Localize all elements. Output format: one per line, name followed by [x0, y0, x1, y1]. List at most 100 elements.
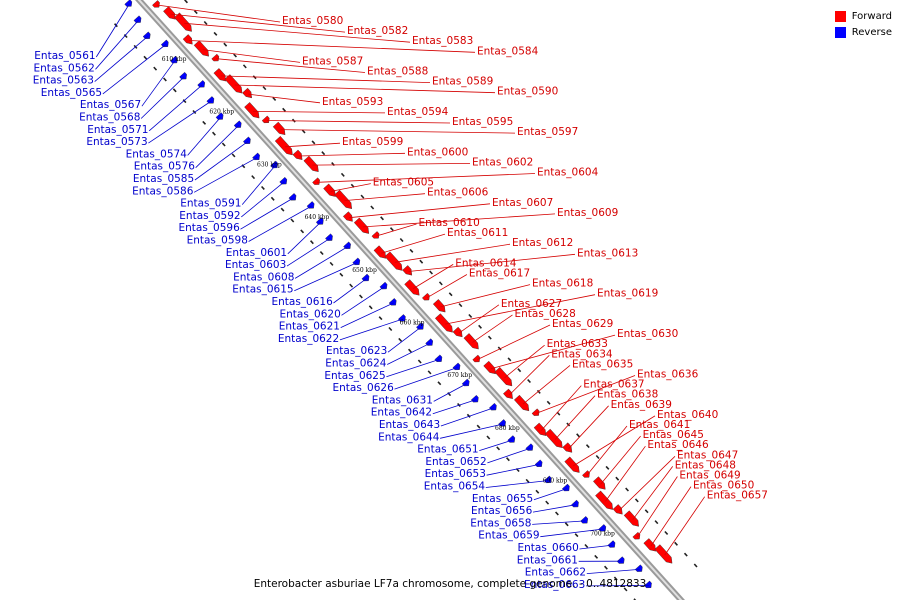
- reverse-leader-line: [140, 76, 185, 119]
- ruler-mark: [123, 34, 128, 39]
- forward-leader-line: [509, 355, 550, 396]
- ruler-mark: [574, 533, 579, 538]
- reverse-leader-line: [95, 3, 130, 58]
- forward-leader-line: [298, 152, 406, 157]
- forward-gene-feature: [303, 155, 319, 173]
- ruler-mark: [634, 498, 639, 503]
- ruler-mark: [272, 96, 277, 101]
- reverse-leader-line: [532, 520, 586, 525]
- forward-gene-label: Entas_0600: [407, 146, 468, 158]
- reverse-leader-line: [148, 100, 212, 144]
- ruler-mark: [282, 107, 286, 112]
- forward-gene-label: Entas_0588: [367, 66, 428, 78]
- forward-leader-line: [253, 111, 386, 114]
- reverse-gene-label: Entas_0615: [232, 284, 293, 296]
- reverse-gene-feature: [306, 201, 315, 209]
- reverse-gene-label: Entas_0567: [80, 99, 141, 111]
- reverse-gene-label: Entas_0601: [226, 247, 287, 259]
- forward-gene-feature: [654, 544, 673, 564]
- reverse-leader-line: [187, 116, 221, 156]
- forward-gene-feature: [595, 490, 614, 510]
- ruler-mark: [408, 348, 412, 353]
- ruler-mark: [349, 283, 354, 288]
- ruler-mark: [261, 185, 265, 190]
- ruler-mark: [270, 196, 275, 201]
- forward-leader-line: [618, 456, 676, 511]
- forward-gene-feature: [422, 292, 430, 301]
- forward-gene-feature: [193, 40, 209, 57]
- reverse-gene-feature: [644, 580, 652, 589]
- ruler-mark: [233, 53, 237, 58]
- forward-gene-feature: [463, 333, 479, 350]
- reverse-gene-label: Entas_0624: [325, 358, 387, 370]
- reverse-gene-feature: [288, 193, 297, 201]
- reverse-gene-feature: [179, 71, 187, 80]
- reverse-gene-label: Entas_0622: [278, 333, 339, 345]
- reverse-leader-line: [586, 568, 640, 574]
- forward-gene-feature: [373, 245, 387, 259]
- forward-gene-feature: [513, 394, 530, 412]
- reverse-gene-feature: [252, 152, 260, 161]
- forward-gene-label: Entas_0647: [677, 449, 738, 461]
- reverse-leader-line: [532, 504, 577, 513]
- forward-gene-label: Entas_0614: [455, 257, 517, 269]
- reverse-leader-line: [195, 125, 239, 168]
- ruler-mark: [398, 337, 403, 342]
- forward-gene-label: Entas_0609: [557, 207, 618, 219]
- tick-label: 630 kbp: [257, 161, 282, 168]
- ruler-mark: [595, 454, 600, 460]
- reverse-gene-label: Entas_0655: [472, 493, 533, 505]
- ruler-mark: [546, 400, 551, 405]
- reverse-leader-line: [579, 544, 613, 550]
- forward-gene-label: Entas_0593: [322, 96, 383, 108]
- reverse-leader-line: [432, 399, 476, 415]
- reverse-gene-label: Entas_0571: [87, 124, 148, 136]
- reverse-gene-feature: [142, 31, 151, 39]
- reverse-swatch: [834, 26, 846, 38]
- forward-leader-line: [472, 314, 513, 343]
- forward-leader-line: [440, 284, 531, 308]
- legend-label-forward: Forward: [851, 10, 892, 22]
- forward-leader-line: [184, 22, 411, 43]
- ruler-mark: [360, 194, 365, 199]
- ruler-mark: [604, 565, 608, 570]
- forward-gene-feature: [213, 68, 227, 82]
- reverse-gene-feature: [315, 217, 324, 225]
- ruler-mark: [545, 500, 550, 505]
- reverse-gene-label: Entas_0616: [272, 296, 334, 308]
- forward-gene-label: Entas_0645: [643, 429, 704, 441]
- forward-leader-line: [216, 58, 366, 73]
- reverse-gene-feature: [279, 176, 288, 185]
- forward-gene-feature: [323, 183, 336, 197]
- forward-gene-label: Entas_0617: [469, 268, 530, 280]
- forward-gene-feature: [353, 217, 370, 234]
- reverse-gene-label: Entas_0568: [79, 112, 140, 124]
- reverse-gene-feature: [197, 80, 206, 88]
- forward-leader-line: [394, 243, 511, 263]
- forward-leader-line: [317, 173, 536, 183]
- ruler-mark: [300, 229, 305, 234]
- reverse-gene-label: Entas_0659: [478, 530, 539, 542]
- reverse-leader-line: [141, 60, 176, 107]
- ruler-mark: [212, 131, 216, 136]
- ruler-mark: [517, 368, 522, 373]
- reverse-gene-label: Entas_0621: [279, 321, 340, 333]
- forward-swatch: [834, 10, 846, 22]
- ruler-mark: [438, 281, 443, 286]
- ruler-mark: [594, 554, 599, 559]
- reverse-leader-line: [533, 488, 568, 501]
- sequence-backbone-highlight: [137, 0, 683, 600]
- reverse-leader-line: [248, 205, 312, 242]
- tick-label: 680 kbp: [495, 425, 520, 432]
- reverse-leader-line: [241, 165, 276, 205]
- ruler-mark: [310, 240, 314, 245]
- reverse-gene-feature: [361, 273, 370, 282]
- forward-gene-feature: [261, 115, 270, 124]
- reverse-gene-label: Entas_0586: [132, 185, 194, 197]
- ruler-mark: [615, 476, 620, 481]
- forward-leader-line: [477, 324, 551, 360]
- forward-leader-line: [412, 264, 454, 289]
- reverse-leader-line: [102, 44, 167, 95]
- forward-gene-feature: [292, 149, 303, 160]
- forward-leader-line: [312, 163, 471, 166]
